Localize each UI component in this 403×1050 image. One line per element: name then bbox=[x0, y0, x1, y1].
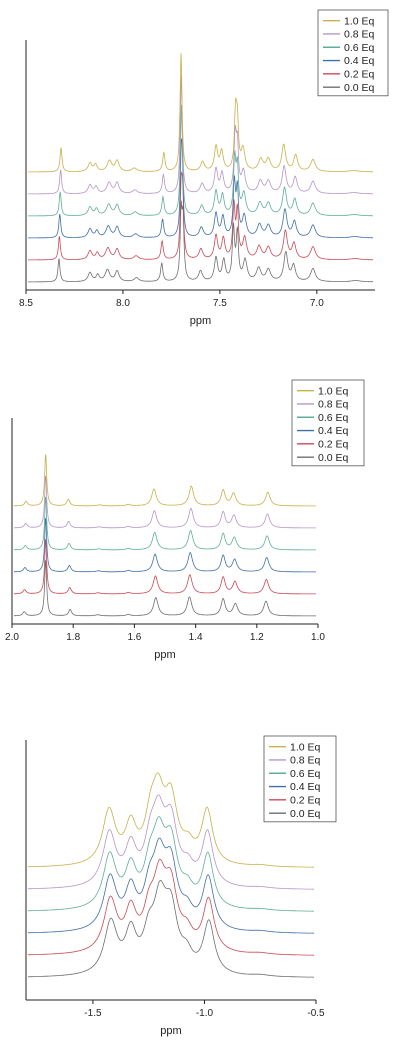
legend-entry: 0.0 Eq bbox=[318, 452, 349, 464]
legend-entry: 0.8 Eq bbox=[290, 755, 321, 767]
spectrum-line-06 bbox=[14, 496, 316, 551]
x-tick-label: 1.6 bbox=[127, 632, 141, 643]
legend-entry: 0.6 Eq bbox=[290, 768, 321, 780]
x-tick-label: 1.0 bbox=[311, 632, 325, 643]
spectrum-line-06 bbox=[28, 816, 314, 912]
legend-entry: 1.0 Eq bbox=[344, 15, 375, 27]
spectrum-line-10 bbox=[28, 53, 373, 173]
spectrum-line-02 bbox=[28, 858, 314, 956]
spectrum-line-08 bbox=[28, 75, 373, 195]
spectrum-line-02 bbox=[28, 171, 373, 261]
spectrum-line-00 bbox=[28, 879, 314, 978]
x-tick-label: -1.0 bbox=[196, 1008, 214, 1019]
spectrum-line-08 bbox=[14, 475, 316, 529]
legend-entry: 0.8 Eq bbox=[318, 399, 349, 411]
x-tick-label: 8.5 bbox=[19, 298, 33, 309]
x-tick-label: 7.0 bbox=[310, 298, 324, 309]
legend-entry: 1.0 Eq bbox=[290, 741, 321, 753]
x-tick-label: 8.0 bbox=[116, 298, 130, 309]
spectrum-line-04 bbox=[28, 837, 314, 934]
legend-entry: 0.0 Eq bbox=[290, 808, 321, 820]
legend-entry: 1.0 Eq bbox=[318, 385, 349, 397]
legend-entry: 0.4 Eq bbox=[318, 425, 349, 437]
legend-entry: 0.4 Eq bbox=[344, 55, 375, 67]
legend-box bbox=[291, 379, 365, 467]
spectrum-line-10 bbox=[14, 454, 316, 507]
legend-entry: 0.2 Eq bbox=[318, 438, 349, 450]
x-axis-title: ppm bbox=[190, 315, 211, 327]
x-tick-label: 1.2 bbox=[250, 632, 264, 643]
x-tick-label: 1.8 bbox=[66, 632, 80, 643]
spectrum-line-00 bbox=[13, 560, 316, 617]
legend-box bbox=[263, 735, 337, 823]
x-tick-label: 1.4 bbox=[189, 632, 203, 643]
x-tick-label: -0.5 bbox=[307, 1008, 325, 1019]
spectrum-line-10 bbox=[28, 772, 314, 868]
spectrum-line-06 bbox=[28, 104, 373, 217]
legend-entry: 0.4 Eq bbox=[290, 781, 321, 793]
x-tick-label: 2.0 bbox=[5, 632, 19, 643]
legend-entry: 0.0 Eq bbox=[344, 82, 375, 94]
legend-entry: 0.8 Eq bbox=[344, 29, 375, 41]
legend-entry: 0.6 Eq bbox=[344, 42, 375, 54]
legend-entry: 0.2 Eq bbox=[290, 794, 321, 806]
spectrum-line-00 bbox=[28, 200, 374, 283]
x-axis-title: ppm bbox=[154, 649, 175, 661]
x-tick-label: -1.5 bbox=[84, 1008, 102, 1019]
spectrum-line-04 bbox=[28, 138, 373, 239]
x-axis-title: ppm bbox=[160, 1025, 181, 1037]
x-tick-label: 7.5 bbox=[213, 298, 227, 309]
spectrum-line-04 bbox=[14, 517, 316, 573]
spectrum-line-02 bbox=[14, 539, 316, 595]
spectrum-line-08 bbox=[28, 794, 314, 890]
legend-entry: 0.2 Eq bbox=[344, 68, 375, 80]
legend-box bbox=[317, 9, 389, 97]
legend-entry: 0.6 Eq bbox=[318, 412, 349, 424]
